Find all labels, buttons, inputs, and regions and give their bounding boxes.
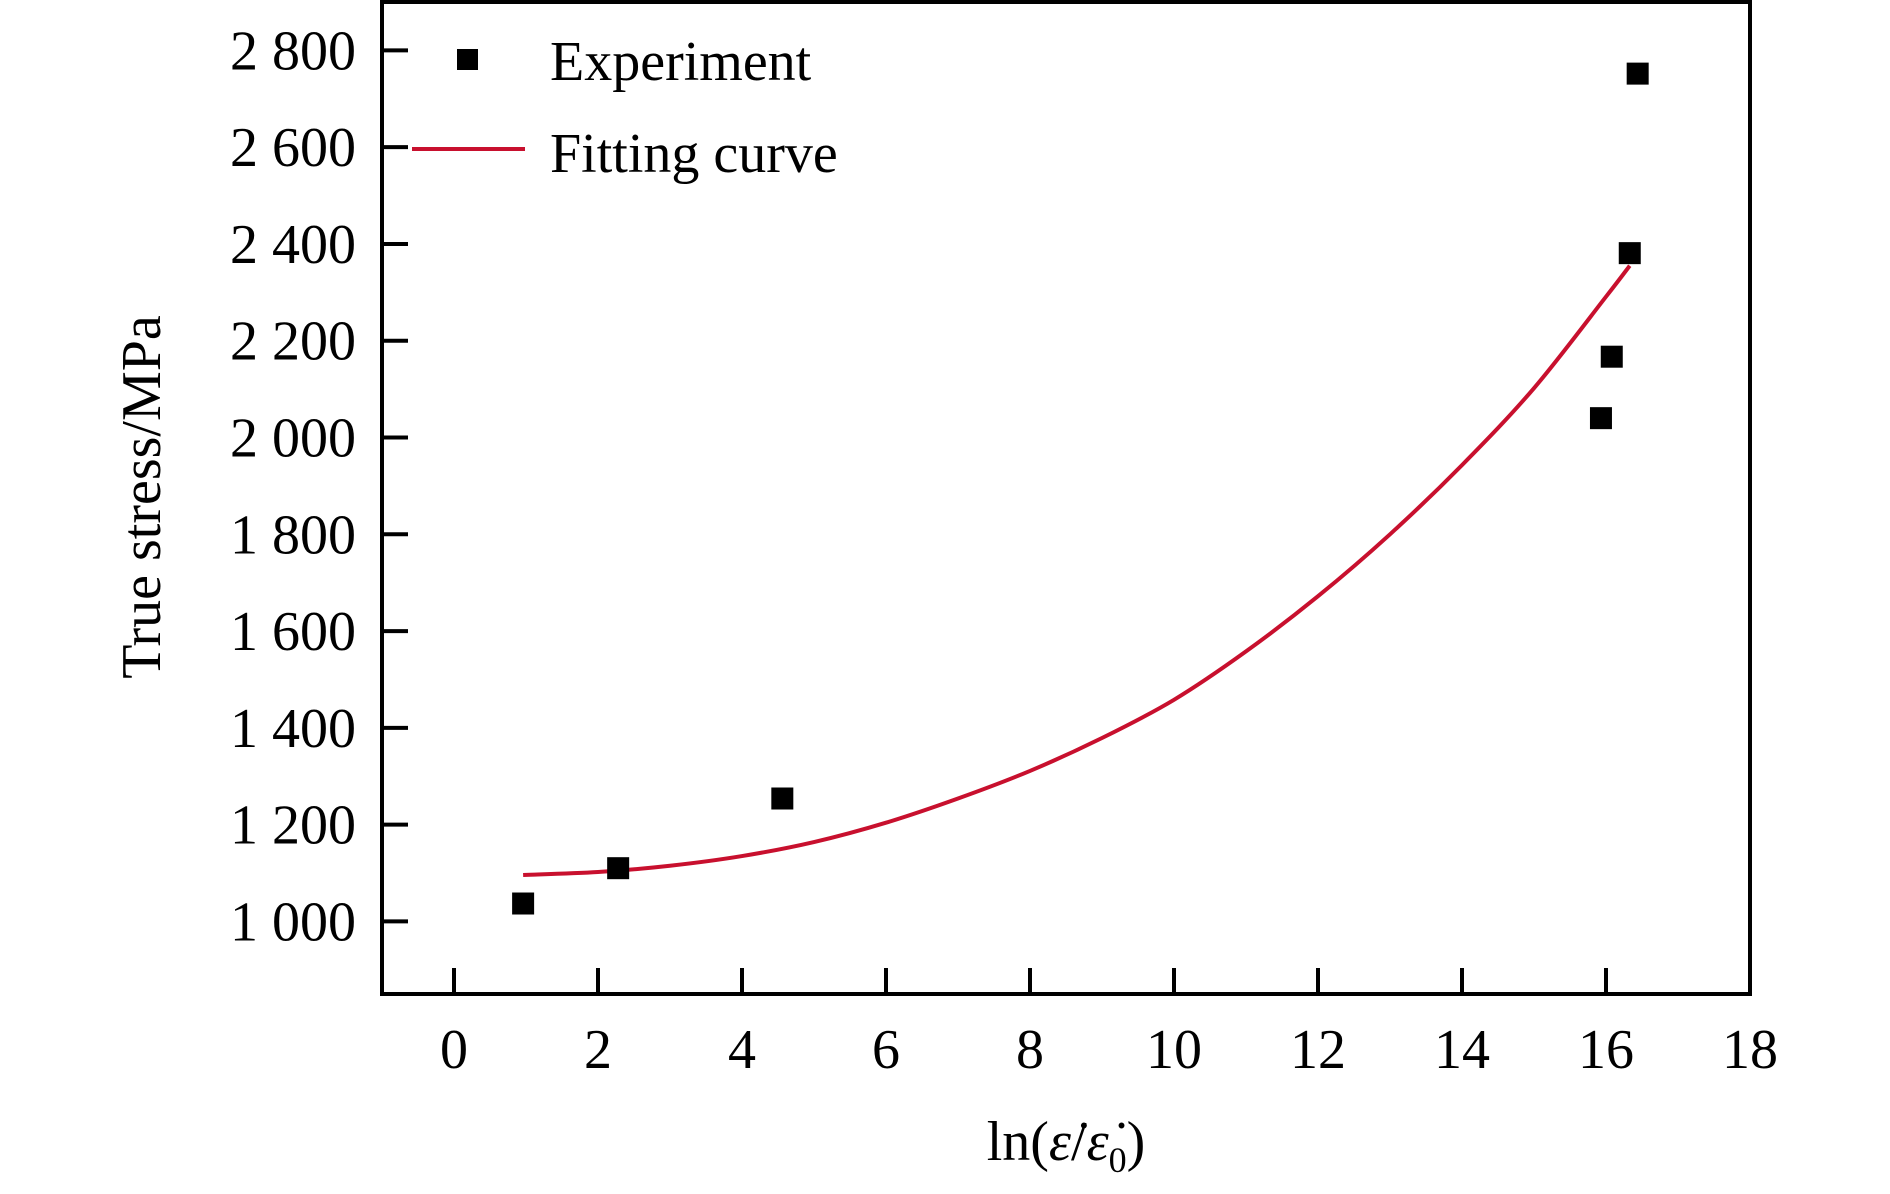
- legend: Experiment Fitting curve: [412, 31, 838, 185]
- x-axis-title-slash: /: [1071, 1111, 1087, 1173]
- series-layer: [512, 62, 1649, 915]
- y-tick-label: 1 800: [230, 504, 356, 566]
- y-tick-label: 2 000: [230, 408, 356, 470]
- x-tick-label: 14: [1434, 1019, 1490, 1081]
- x-tick-label: 16: [1578, 1019, 1634, 1081]
- x-tick-label: 6: [872, 1019, 900, 1081]
- x-tick-label: 18: [1722, 1019, 1778, 1081]
- fitting-curve-line: [523, 264, 1632, 877]
- x-tick-label: 8: [1016, 1019, 1044, 1081]
- y-tick-label: 1 600: [230, 601, 356, 663]
- y-axis-title: True stress/MPa: [111, 315, 173, 679]
- plot-frame: [380, 0, 1752, 996]
- y-axis-ticks: 1 000 1 200 1 400 1 600 1 800 2 000 2 200 2 400…: [230, 20, 408, 953]
- x-tick-label: 4: [728, 1019, 756, 1081]
- x-axis-title: ln(ε̇/ε̇0): [987, 1111, 1146, 1180]
- y-tick-label: 1 200: [230, 795, 356, 857]
- x-axis-title-suffix: ): [1127, 1111, 1146, 1173]
- x-tick-label: 0: [440, 1019, 468, 1081]
- experiment-point: [1618, 242, 1641, 265]
- x-axis-title-subscript: 0: [1109, 1140, 1127, 1180]
- legend-fitting-curve-label: Fitting curve: [550, 123, 838, 185]
- experiment-point: [1600, 345, 1623, 368]
- y-tick-label: 2 400: [230, 214, 356, 276]
- x-axis-title-prefix: ln(: [987, 1111, 1049, 1173]
- experiment-point: [1626, 62, 1649, 85]
- experiment-point: [1589, 407, 1612, 430]
- legend-experiment-label: Experiment: [550, 31, 812, 93]
- x-tick-label: 10: [1146, 1019, 1202, 1081]
- experiment-point: [771, 787, 794, 810]
- y-tick-label: 1 000: [230, 891, 356, 953]
- y-tick-label: 2 200: [230, 311, 356, 373]
- y-tick-label: 1 400: [230, 698, 356, 760]
- experiment-point: [512, 892, 535, 915]
- legend-experiment-marker: [457, 49, 478, 70]
- x-tick-label: 2: [584, 1019, 612, 1081]
- y-tick-label: 2 600: [230, 117, 356, 179]
- y-tick-label: 2 800: [230, 20, 356, 82]
- x-tick-label: 12: [1290, 1019, 1346, 1081]
- x-axis-ticks: 0 2 4 6 8 10 12 14 16 18: [440, 968, 1778, 1081]
- experiment-point: [607, 857, 630, 880]
